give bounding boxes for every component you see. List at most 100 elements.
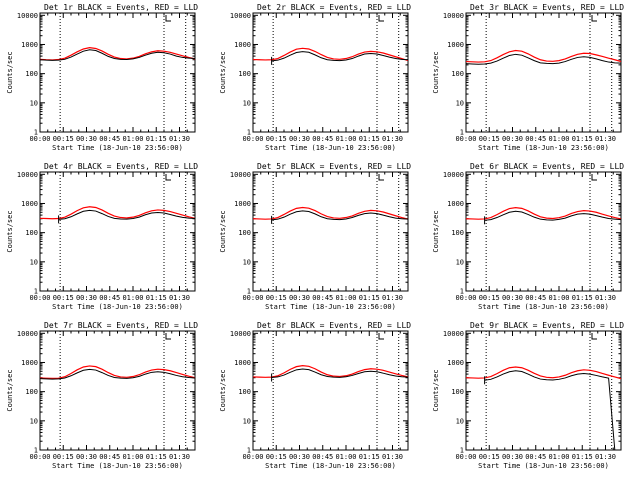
y-tick-label: 100 [451, 229, 464, 237]
panel-title: Det 5r BLACK = Events, RED = LLD [257, 162, 411, 171]
y-axis-label: Counts/sec [432, 210, 440, 252]
y-axis-label: Counts/sec [6, 51, 14, 93]
x-tick-label: 00:30 [76, 294, 97, 302]
x-axis-label: Start Time (18-Jun-10 23:56:00) [52, 303, 183, 311]
y-tick-label: 1000 [234, 200, 251, 208]
x-tick-label: 00:30 [76, 453, 97, 461]
x-tick-label: 01:00 [548, 453, 569, 461]
panel-title: Det 6r BLACK = Events, RED = LLD [470, 162, 624, 171]
plot-frame [465, 12, 622, 133]
y-tick-label: 10000 [17, 330, 38, 338]
x-tick-label: 01:00 [122, 294, 143, 302]
x-tick-label: 00:45 [312, 135, 333, 143]
y-tick-label: 100 [451, 70, 464, 78]
plot-frame [252, 330, 409, 451]
y-tick-label: 1 [34, 288, 38, 296]
series-line-lld [40, 206, 195, 220]
x-tick-label: 00:15 [53, 135, 74, 143]
x-tick-label: 01:15 [146, 135, 167, 143]
x-tick-label: 00:15 [53, 453, 74, 461]
x-tick-label: 00:15 [479, 294, 500, 302]
y-tick-label: 100 [25, 70, 38, 78]
panel-title: Det 9r BLACK = Events, RED = LLD [470, 321, 624, 330]
y-tick-label: 1 [247, 447, 251, 455]
x-tick-label: 00:45 [525, 135, 546, 143]
y-tick-label: 10000 [230, 12, 251, 20]
x-tick-label: 00:00 [455, 453, 476, 461]
y-tick-label: 100 [238, 388, 251, 396]
x-tick-label: 01:00 [335, 453, 356, 461]
x-tick-label: 00:15 [266, 453, 287, 461]
panel-9: Det 9r BLACK = Events, RED = LLD 1 10 100 10… [432, 321, 624, 470]
y-tick-label: 10 [456, 258, 464, 266]
series-line-events [484, 370, 621, 450]
plot-frame [252, 171, 409, 292]
x-tick-label: 01:15 [572, 453, 593, 461]
x-tick-label: 00:00 [242, 294, 263, 302]
plot-frame [252, 12, 409, 133]
y-axis-label: Counts/sec [219, 210, 227, 252]
x-tick-label: 00:30 [289, 294, 310, 302]
panel-8: Det 8r BLACK = Events, RED = LLD 1 10 100 10… [219, 321, 411, 470]
y-axis-label: Counts/sec [219, 51, 227, 93]
y-tick-label: 10000 [17, 171, 38, 179]
x-tick-label: 00:30 [289, 453, 310, 461]
y-tick-label: 100 [238, 70, 251, 78]
series-line-lld [466, 49, 621, 63]
y-tick-label: 1000 [21, 359, 38, 367]
y-axis-label: Counts/sec [432, 51, 440, 93]
x-tick-label: 00:30 [502, 135, 523, 143]
y-axis-label: Counts/sec [6, 369, 14, 411]
y-tick-label: 1 [460, 288, 464, 296]
x-tick-label: 01:15 [359, 135, 380, 143]
corner-mark [591, 15, 597, 22]
series-line-lld [40, 47, 195, 61]
y-axis-label: Counts/sec [6, 210, 14, 252]
x-axis-label: Start Time (18-Jun-10 23:56:00) [52, 144, 183, 152]
x-tick-label: 00:45 [99, 135, 120, 143]
panel-title: Det 7r BLACK = Events, RED = LLD [44, 321, 198, 330]
series-line-lld [253, 47, 408, 62]
x-tick-label: 00:00 [455, 135, 476, 143]
corner-mark [591, 333, 597, 340]
series-line-events [271, 210, 408, 221]
y-tick-label: 1 [460, 129, 464, 137]
x-tick-label: 00:30 [502, 453, 523, 461]
y-tick-label: 100 [25, 388, 38, 396]
x-tick-label: 00:45 [525, 453, 546, 461]
y-tick-label: 10000 [443, 12, 464, 20]
series-line-events [271, 368, 408, 379]
plot-frame [465, 171, 622, 292]
x-axis-label: Start Time (18-Jun-10 23:56:00) [52, 462, 183, 470]
x-tick-label: 01:30 [382, 135, 403, 143]
panel-title: Det 3r BLACK = Events, RED = LLD [470, 3, 624, 12]
panel-1: Det 1r BLACK = Events, RED = LLD 1 10 100 10… [6, 3, 198, 152]
x-tick-label: 01:00 [335, 135, 356, 143]
x-axis-label: Start Time (18-Jun-10 23:56:00) [265, 144, 396, 152]
corner-mark [378, 174, 384, 181]
y-tick-label: 10 [243, 417, 251, 425]
x-axis-label: Start Time (18-Jun-10 23:56:00) [478, 303, 609, 311]
series-line-lld [466, 207, 621, 220]
x-tick-label: 00:45 [99, 294, 120, 302]
corner-mark [378, 15, 384, 22]
series-line-events [466, 53, 621, 65]
x-tick-label: 01:15 [146, 294, 167, 302]
y-tick-label: 10000 [443, 330, 464, 338]
y-tick-label: 1 [247, 129, 251, 137]
y-tick-label: 1000 [447, 41, 464, 49]
y-tick-label: 10 [456, 99, 464, 107]
series-line-lld [253, 365, 408, 378]
x-tick-label: 00:45 [525, 294, 546, 302]
y-tick-label: 1 [460, 447, 464, 455]
y-tick-label: 1000 [21, 200, 38, 208]
y-tick-label: 100 [238, 229, 251, 237]
x-tick-label: 01:15 [359, 294, 380, 302]
y-tick-label: 100 [451, 388, 464, 396]
panel-2: Det 2r BLACK = Events, RED = LLD 1 10 100 10… [219, 3, 411, 152]
plot-frame [39, 330, 196, 451]
x-tick-label: 00:15 [53, 294, 74, 302]
y-tick-label: 10 [243, 99, 251, 107]
panel-7: Det 7r BLACK = Events, RED = LLD 1 10 100 10… [6, 321, 198, 470]
